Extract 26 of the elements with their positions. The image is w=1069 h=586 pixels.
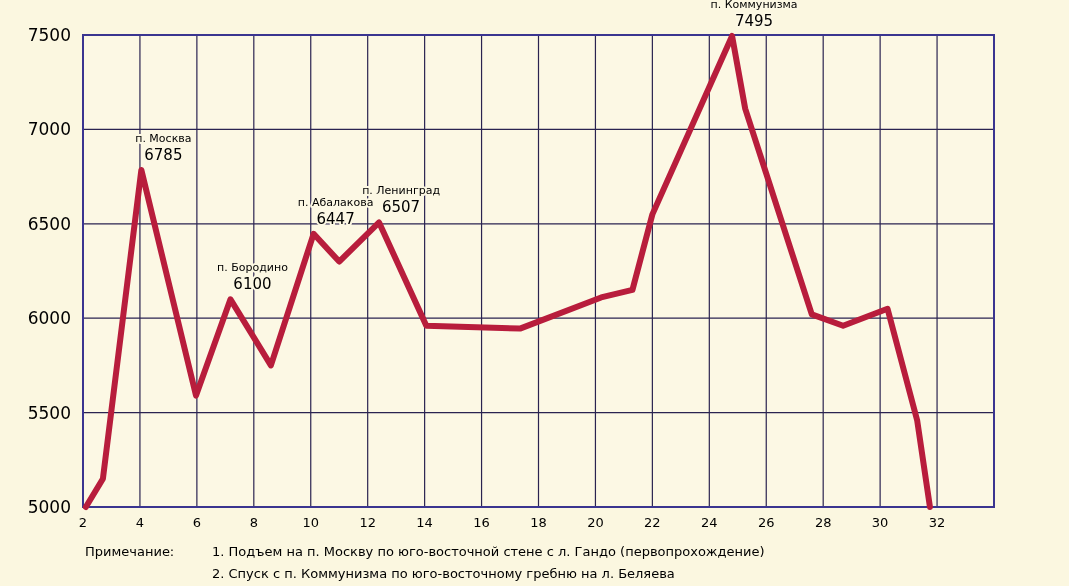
x-tick-label: 4 (135, 515, 145, 530)
x-tick-label: 26 (757, 515, 775, 530)
x-tick-label: 6 (192, 515, 202, 530)
x-tick-label: 32 (928, 515, 946, 530)
y-tick-label: 6000 (27, 308, 71, 329)
x-tick-label: 2 (78, 515, 88, 530)
annotation: п. Коммунизма 7495 (710, 0, 798, 30)
y-tick-label: 6500 (27, 213, 71, 234)
y-tick-label: 5500 (27, 402, 71, 423)
x-tick-label: 12 (359, 515, 376, 530)
y-tick-label: 7500 (27, 24, 71, 45)
x-tick-label: 20 (587, 515, 604, 530)
text: Примечание: (85, 544, 175, 559)
x-tick-label: 24 (701, 515, 718, 530)
x-tick-label: 30 (871, 515, 889, 530)
x-tick-label: 14 (416, 515, 433, 530)
x-tick-label: 18 (530, 515, 547, 530)
y-tick-label: 7000 (27, 119, 71, 140)
x-tick-label: 16 (473, 515, 490, 530)
y-tick-label: 5000 (27, 496, 71, 517)
x-tick-label: 22 (644, 515, 661, 530)
x-tick-label: 28 (814, 515, 832, 530)
text: 2. Спуск с п. Коммунизма по юго-восточному гребню на л. Беляева (212, 566, 675, 581)
x-tick-label: 8 (249, 515, 258, 530)
text: 1. Подъем на п. Москву по юго-восточной стене с л. Гандо (первопрохождение) (212, 544, 765, 559)
x-tick-label: 10 (302, 515, 320, 530)
